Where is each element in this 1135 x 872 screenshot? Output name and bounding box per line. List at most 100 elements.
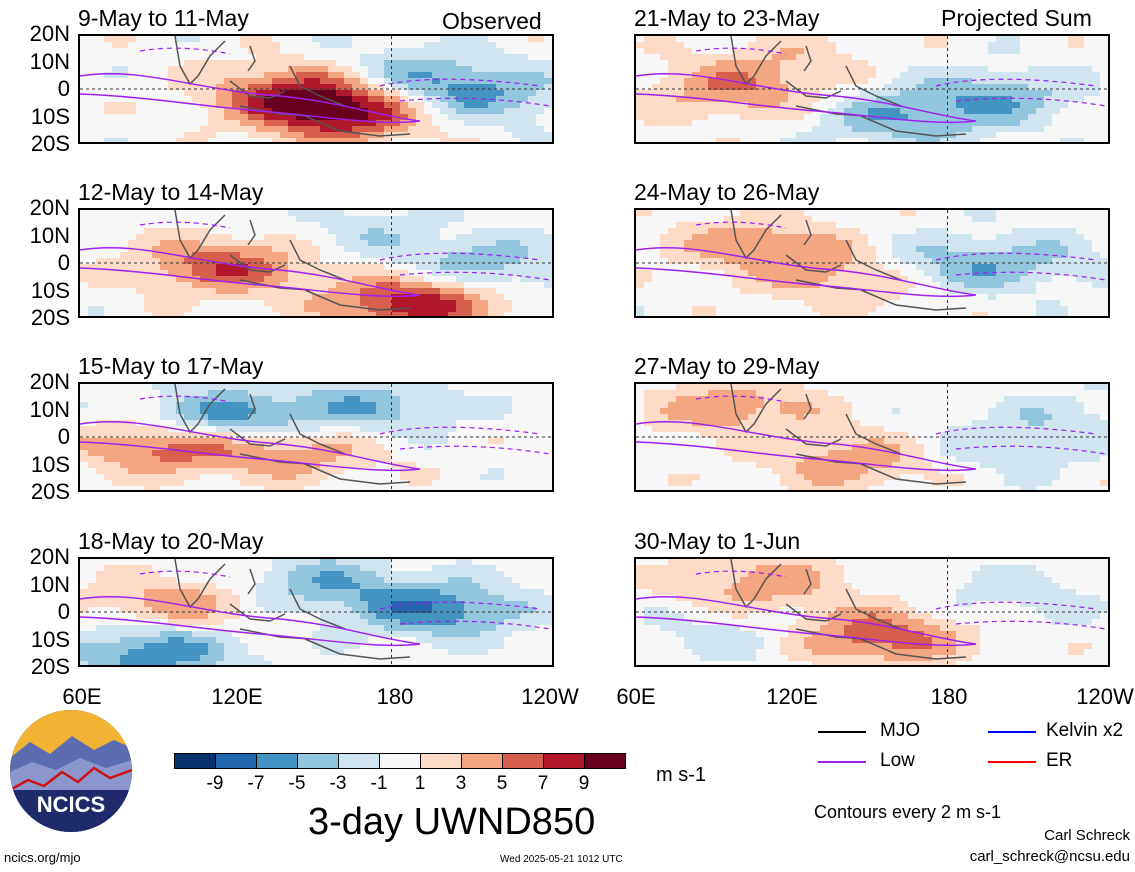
- wind-cell: [208, 655, 216, 661]
- wind-cell: [344, 114, 352, 120]
- wind-cell: [192, 577, 200, 583]
- wind-cell: [844, 96, 852, 102]
- wind-cell: [280, 450, 288, 456]
- wind-cell: [1092, 96, 1100, 102]
- wind-cell: [280, 234, 288, 240]
- wind-cell: [232, 486, 240, 490]
- wind-cell: [216, 258, 224, 264]
- wind-cell: [408, 312, 416, 316]
- wind-cell: [128, 601, 136, 607]
- wind-cell: [360, 577, 368, 583]
- wind-cell: [232, 631, 240, 637]
- wind-cell: [192, 474, 200, 480]
- wind-cell: [504, 72, 512, 78]
- wind-cell: [496, 72, 504, 78]
- wind-cell: [144, 66, 152, 72]
- wind-cell: [472, 637, 480, 643]
- wind-cell: [520, 78, 528, 84]
- wind-cell: [360, 462, 368, 468]
- wind-cell: [1004, 66, 1012, 72]
- wind-cell: [336, 84, 344, 90]
- wind-cell: [304, 450, 312, 456]
- wind-cell: [472, 258, 480, 264]
- wind-cell: [136, 78, 144, 84]
- wind-cell: [256, 288, 264, 294]
- wind-cell: [400, 444, 408, 450]
- wind-cell: [644, 60, 652, 66]
- wind-cell: [456, 300, 464, 306]
- wind-cell: [424, 108, 432, 114]
- wind-cell: [512, 72, 520, 78]
- wind-cell: [264, 432, 272, 438]
- wind-cell: [88, 222, 96, 228]
- wind-cell: [384, 216, 392, 222]
- wind-cell: [440, 90, 448, 96]
- wind-cell: [176, 643, 184, 649]
- wind-cell: [264, 390, 272, 396]
- wind-cell: [368, 90, 376, 96]
- wind-cell: [168, 450, 176, 456]
- wind-cell: [224, 408, 232, 414]
- wind-cell: [160, 474, 168, 480]
- wind-cell: [488, 655, 496, 661]
- wind-cell: [536, 216, 544, 222]
- wind-cell: [200, 300, 208, 306]
- wind-cell: [732, 48, 740, 54]
- wind-cell: [264, 655, 272, 661]
- wind-cell: [400, 438, 408, 444]
- wind-cell: [232, 637, 240, 643]
- wind-cell: [916, 72, 924, 78]
- wind-cell: [168, 613, 176, 619]
- wind-cell: [1020, 78, 1028, 84]
- wind-cell: [456, 216, 464, 222]
- wind-cell: [160, 72, 168, 78]
- wind-cell: [168, 559, 176, 565]
- wind-cell: [496, 462, 504, 468]
- wind-cell: [240, 126, 248, 132]
- wind-cell: [312, 589, 320, 595]
- wind-cell: [120, 78, 128, 84]
- wind-cell: [152, 288, 160, 294]
- wind-cell: [464, 72, 472, 78]
- wind-cell: [796, 72, 804, 78]
- wind-cell: [312, 486, 320, 490]
- wind-cell: [224, 234, 232, 240]
- wind-cell: [144, 474, 152, 480]
- wind-cell: [796, 48, 804, 54]
- wind-cell: [280, 216, 288, 222]
- wind-cell: [456, 96, 464, 102]
- wind-cell: [144, 402, 152, 408]
- wind-cell: [708, 72, 716, 78]
- wind-cell: [416, 300, 424, 306]
- y-tick-label: 10N: [29, 571, 70, 597]
- wind-cell: [852, 54, 860, 60]
- wind-cell: [208, 480, 216, 486]
- wind-cell: [104, 432, 112, 438]
- wind-cell: [304, 583, 312, 589]
- wind-cell: [480, 42, 488, 48]
- wind-cell: [248, 288, 256, 294]
- wind-cell: [1012, 84, 1020, 90]
- wind-cell: [496, 216, 504, 222]
- wind-cell: [344, 619, 352, 625]
- wind-cell: [368, 258, 376, 264]
- wind-cell: [368, 559, 376, 565]
- wind-cell: [192, 565, 200, 571]
- wind-cell: [216, 414, 224, 420]
- wind-cell: [360, 468, 368, 474]
- wind-cell: [104, 102, 112, 108]
- wind-cell: [344, 66, 352, 72]
- wind-cell: [136, 216, 144, 222]
- wind-cell: [352, 583, 360, 589]
- wind-cell: [496, 438, 504, 444]
- wind-cell: [1044, 54, 1052, 60]
- wind-cell: [336, 60, 344, 66]
- wind-cell: [544, 264, 552, 270]
- wind-cell: [328, 216, 336, 222]
- wind-cell: [544, 462, 552, 468]
- wind-cell: [120, 294, 128, 300]
- wind-cell: [240, 456, 248, 462]
- wind-cell: [416, 643, 424, 649]
- wind-cell: [296, 138, 304, 142]
- wind-cell: [432, 312, 440, 316]
